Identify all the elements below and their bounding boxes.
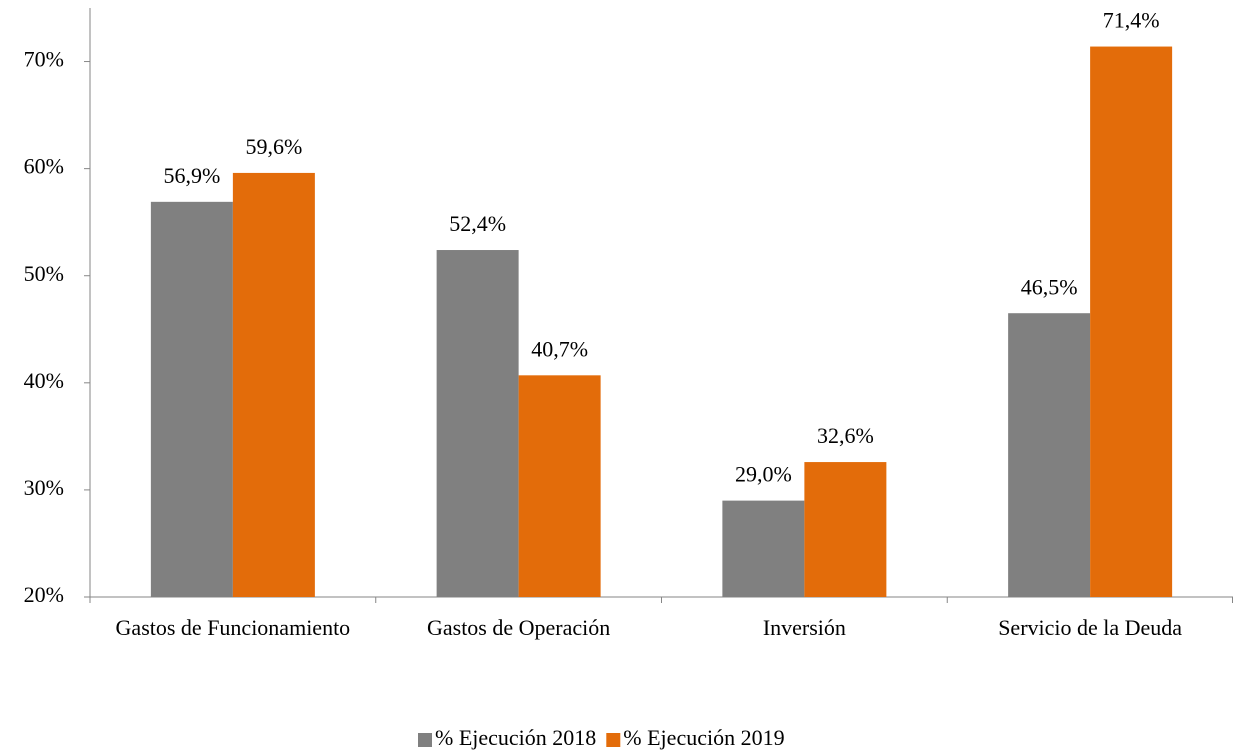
x-tick-label: Servicio de la Deuda [998,615,1183,640]
bar [1008,313,1091,597]
value-label: 59,6% [245,134,302,159]
legend-swatch [606,733,621,747]
y-tick-label: 40% [24,368,64,393]
value-label: 46,5% [1021,274,1078,299]
y-tick-label: 20% [24,582,64,607]
bar [804,462,887,597]
y-tick-label: 50% [24,261,64,286]
legend-swatch [418,733,432,747]
bar [436,250,519,597]
value-label: 56,9% [163,163,220,188]
bar [722,500,805,597]
y-tick-label: 60% [24,154,64,179]
bar [232,172,315,598]
y-tick-label: 30% [24,475,64,500]
x-tick-label: Gastos de Funcionamiento [115,615,351,640]
value-label: 71,4% [1103,8,1160,33]
value-label: 29,0% [735,462,792,487]
bar [150,201,233,598]
bar [518,375,601,597]
value-label: 40,7% [531,336,588,361]
y-tick-label: 70% [24,47,64,72]
value-label: 52,4% [449,211,506,236]
value-label: 32,6% [817,423,874,448]
legend-label: % Ejecución 2019 [623,725,784,750]
x-tick-label: Inversión [762,615,846,640]
bar [1090,46,1173,597]
legend-label: % Ejecución 2018 [435,725,596,750]
x-tick-label: Gastos de Operación [426,615,611,640]
